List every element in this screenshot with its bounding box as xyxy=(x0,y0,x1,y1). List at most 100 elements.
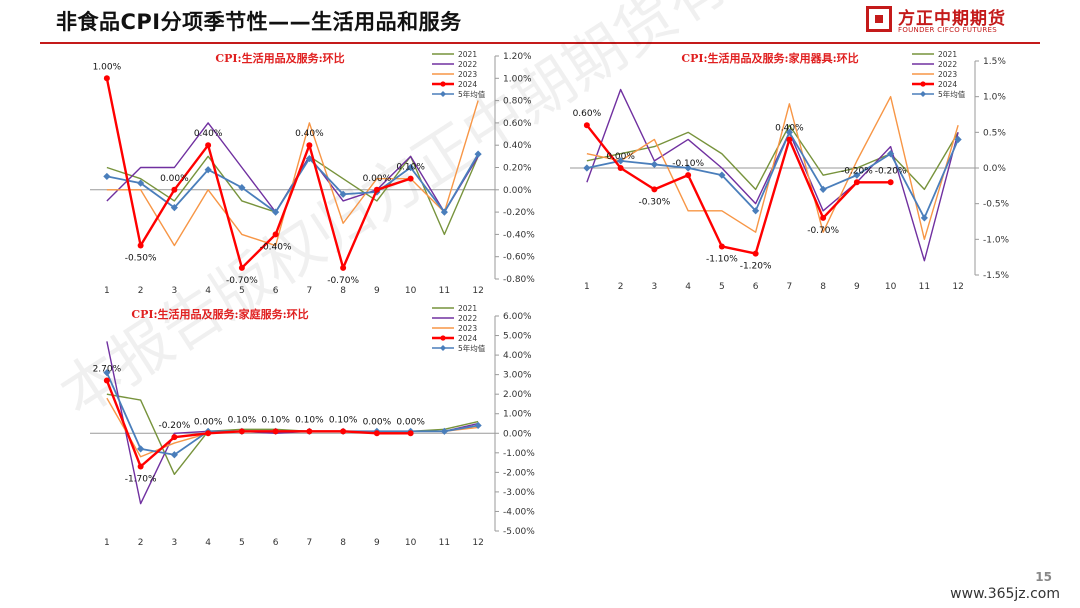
logo-en-text: FOUNDER CIFCO FUTURES xyxy=(898,26,997,34)
data-label: -0.10% xyxy=(672,159,704,169)
point-2024 xyxy=(853,179,860,186)
y-tick-label: 0.80% xyxy=(503,97,532,107)
point-2024 xyxy=(205,430,212,437)
x-tick-label: 12 xyxy=(472,538,483,548)
point-average xyxy=(650,160,658,169)
point-2024 xyxy=(651,186,658,193)
point-average xyxy=(474,150,482,158)
data-label: 0.40% xyxy=(295,129,324,139)
data-label: 0.00% xyxy=(606,152,635,162)
data-label: 0.00% xyxy=(160,174,189,184)
y-tick-label: 5.00% xyxy=(503,332,532,342)
x-tick-label: 11 xyxy=(919,282,930,292)
series-line-2024 xyxy=(585,124,891,255)
x-tick-label: 9 xyxy=(374,538,380,548)
legend-label: 2021 xyxy=(938,50,957,59)
y-tick-label: 1.20% xyxy=(503,52,532,62)
x-tick-label: 9 xyxy=(854,282,860,292)
chart-title: CPI:生活用品及服务:环比 xyxy=(215,51,344,65)
x-tick-label: 7 xyxy=(307,286,313,296)
y-tick-label: -1.0% xyxy=(983,235,1010,245)
point-average xyxy=(238,183,246,192)
chart-title: CPI:生活用品及服务:家庭服务:环比 xyxy=(131,307,308,321)
legend-label: 2022 xyxy=(458,60,477,69)
y-tick-label: -2.00% xyxy=(503,468,535,478)
data-label: 0.00% xyxy=(363,417,392,427)
x-tick-label: 12 xyxy=(472,286,483,296)
y-tick-label: 6.00% xyxy=(503,312,532,322)
point-2024 xyxy=(103,75,110,82)
y-tick-label: -0.40% xyxy=(503,230,535,240)
logo-cn-text: 方正中期期货 xyxy=(898,9,1006,29)
point-average xyxy=(204,166,212,174)
y-tick-label: -0.20% xyxy=(503,208,535,218)
page-number: 15 xyxy=(1035,570,1052,584)
x-tick-label: 2 xyxy=(138,286,144,296)
series-line-5年均值 xyxy=(586,131,959,219)
data-label: -0.20% xyxy=(841,166,873,176)
data-label: 0.10% xyxy=(261,415,290,425)
data-label: 0.10% xyxy=(295,415,324,425)
data-label: 1.00% xyxy=(93,62,122,72)
point-2024 xyxy=(786,136,793,143)
data-label: 2.70% xyxy=(93,365,122,375)
data-label: 0.40% xyxy=(775,123,804,133)
point-2024 xyxy=(272,428,279,435)
point-2024 xyxy=(306,428,313,435)
point-2024 xyxy=(407,430,414,437)
x-tick-label: 10 xyxy=(885,282,897,292)
series-line-5年均值 xyxy=(106,153,479,214)
point-average xyxy=(103,369,111,377)
x-tick-label: 5 xyxy=(239,538,245,548)
y-tick-label: 0.60% xyxy=(503,119,532,129)
point-2024 xyxy=(205,142,212,149)
x-tick-label: 4 xyxy=(685,282,691,292)
x-tick-label: 8 xyxy=(340,538,346,548)
y-tick-label: 3.00% xyxy=(503,371,532,381)
chart-home-appliances: CPI:生活用品及服务:家用器具:环比 -1.5% -1.0% -0.5% 0.0% 0.… xyxy=(570,50,1010,292)
point-2024 xyxy=(685,172,692,179)
x-tick-label: 8 xyxy=(340,286,346,296)
point-2024 xyxy=(718,243,725,250)
x-tick-label: 11 xyxy=(439,286,450,296)
point-average xyxy=(440,208,448,216)
y-tick-label: 2.00% xyxy=(503,390,532,400)
point-2024 xyxy=(171,434,178,441)
x-tick-label: 11 xyxy=(439,538,450,548)
point-2024 xyxy=(373,430,380,437)
y-tick-label: 0.0% xyxy=(983,164,1006,174)
page-title: 非食品CPI分项季节性——生活用品和服务 xyxy=(56,10,462,34)
legend-label: 2023 xyxy=(938,70,957,79)
legend-marker xyxy=(920,91,926,97)
point-2024 xyxy=(238,264,245,271)
series-line-2023 xyxy=(586,95,959,241)
series-line-2024 xyxy=(105,78,412,270)
x-tick-label: 6 xyxy=(273,538,279,548)
point-average xyxy=(272,208,280,216)
point-average xyxy=(305,154,313,163)
legend-label: 5年均值 xyxy=(458,343,486,353)
x-tick-label: 8 xyxy=(820,282,826,292)
x-tick-label: 3 xyxy=(172,538,178,548)
legend-label: 2023 xyxy=(458,324,477,333)
x-tick-label: 1 xyxy=(584,282,590,292)
y-tick-label: -0.60% xyxy=(503,253,535,263)
y-tick-label: -1.00% xyxy=(503,449,535,459)
point-average xyxy=(617,157,625,165)
point-average xyxy=(920,214,928,222)
y-tick-label: 0.20% xyxy=(503,164,532,174)
y-tick-label: 0.00% xyxy=(503,429,532,439)
legend-label: 2021 xyxy=(458,304,477,313)
x-tick-label: 3 xyxy=(652,282,658,292)
legend-label: 5年均值 xyxy=(458,89,486,99)
y-tick-label: 0.5% xyxy=(983,128,1006,138)
y-tick-label: -1.5% xyxy=(983,271,1010,281)
logo-mark-icon xyxy=(866,6,892,32)
legend-marker xyxy=(440,81,446,87)
series-line-2024 xyxy=(105,380,411,468)
y-tick-label: -3.00% xyxy=(503,488,535,498)
chart-household-services: CPI:生活用品及服务:家庭服务:环比 -5.00% -4.00% -3.00% -2.… xyxy=(90,304,535,548)
point-2024 xyxy=(137,463,144,470)
point-2024 xyxy=(306,142,313,149)
point-average xyxy=(785,128,793,136)
